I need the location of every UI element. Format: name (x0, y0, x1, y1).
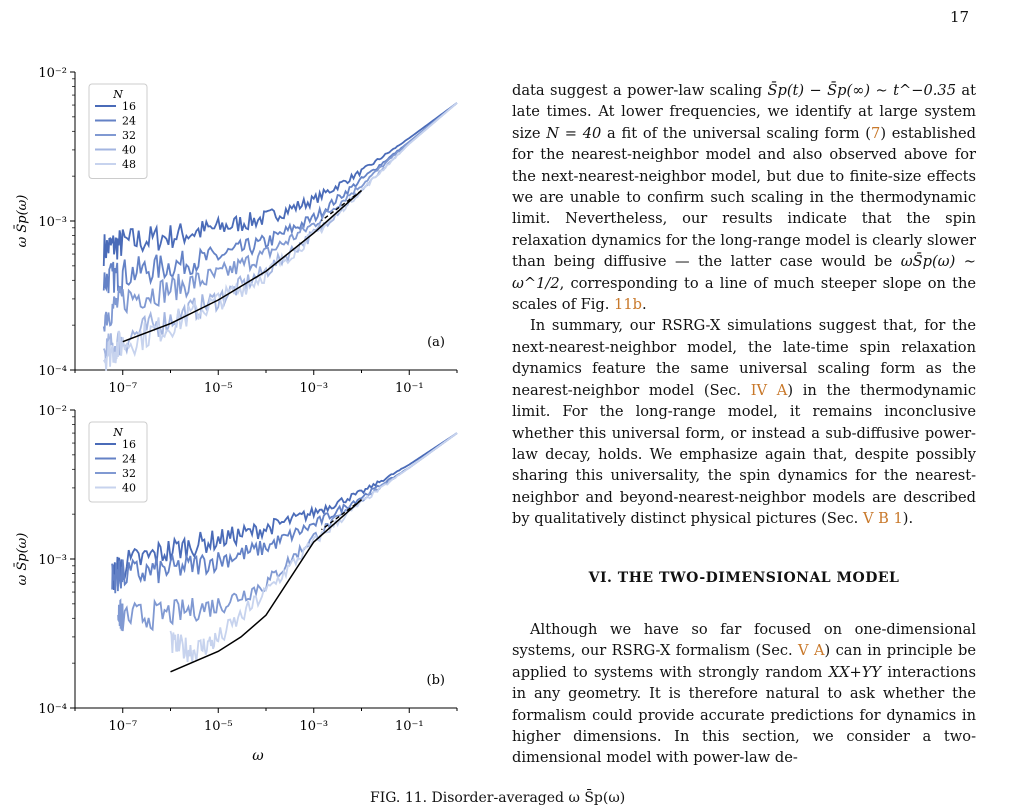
legend-entry: 32 (122, 129, 136, 142)
legend-entry: 16 (122, 438, 136, 451)
legend-title: N (112, 426, 123, 439)
legend-entry: 24 (122, 453, 136, 466)
x-tick-label: 10⁻⁵ (204, 381, 233, 396)
y-tick-label: 10⁻³ (38, 553, 67, 568)
legend-entry: 32 (122, 467, 136, 480)
scaling-formula: S̄p(t) − S̄p(∞) ∼ t^−0.35 (767, 82, 956, 99)
text-column: data suggest a power-law scaling S̄p(t) … (512, 80, 976, 769)
legend-box (88, 83, 148, 179)
y-tick-label: 10⁻³ (38, 215, 67, 230)
y-tick-label: 10⁻² (38, 66, 67, 81)
fit-line (122, 190, 362, 343)
paragraph-3: Although we have so far focused on one-d… (512, 620, 977, 767)
fit-dashed-segment (321, 499, 362, 531)
y-axis-label: ω S̄p(ω) (14, 195, 30, 248)
page-number: 17 (950, 8, 970, 26)
series-line-N16 (111, 432, 458, 590)
panel-label: (b) (427, 673, 445, 688)
series-line-N40 (169, 432, 458, 663)
panel-label: (a) (427, 335, 445, 350)
section-link-vb1[interactable]: V B 1 (862, 510, 903, 528)
legend-title: N (112, 88, 123, 101)
x-tick-label: 10⁻⁷ (108, 381, 137, 396)
y-axis-label: ω S̄p(ω) (14, 533, 30, 586)
y-tick-label: 10⁻⁴ (38, 364, 67, 379)
x-tick-label: 10⁻³ (299, 719, 328, 734)
legend-entry: 40 (122, 482, 136, 495)
legend-entry: 48 (122, 158, 136, 171)
legend-entry: 16 (122, 100, 136, 113)
legend-entry: 24 (122, 115, 136, 128)
panel-b: 10⁻⁷ 10⁻⁵ 10⁻³ 10⁻¹ 10⁻² 10⁻³ 10⁻⁴ ω S̄p(ω) ω (b)… (14, 404, 458, 764)
section-link-va[interactable]: V A (798, 642, 825, 660)
x-tick-label: 10⁻¹ (395, 719, 424, 734)
diffusive-formula: ωS̄p(ω) ∼ ω^1/2 (512, 253, 976, 292)
y-tick-label: 10⁻⁴ (38, 702, 67, 717)
fit-line (170, 499, 362, 673)
legend-box (88, 421, 148, 503)
fit-dashed-segment (321, 190, 362, 222)
series-line-N16 (102, 102, 458, 267)
x-tick-label: 10⁻¹ (395, 381, 424, 396)
x-tick-label: 10⁻⁷ (108, 719, 137, 734)
legend-entry: 40 (122, 144, 136, 157)
paragraph-2: In summary, our RSRG-X simulations sugge… (512, 317, 976, 528)
y-tick-label: 10⁻² (38, 404, 67, 419)
section-heading: VI. THE TWO-DIMENSIONAL MODEL (588, 569, 900, 586)
paragraph-1: data suggest a power-law scaling S̄p(t) … (512, 82, 976, 314)
figure-11: 10⁻⁷ 10⁻⁵ 10⁻³ 10⁻¹ 10⁻² 10⁻³ 10⁻⁴ ω S̄p(ω) (a) N… (14, 66, 458, 764)
figure-link-11b[interactable]: 11b (614, 296, 642, 314)
series-line-N32 (117, 432, 458, 632)
figure-caption: FIG. 11. Disorder-averaged ω S̄p(ω) (370, 790, 626, 806)
section-link-iva[interactable]: IV A (750, 381, 788, 399)
series-line-N48 (102, 102, 458, 371)
x-axis-label: ω (252, 748, 264, 764)
equation-link-7[interactable]: 7 (871, 124, 881, 142)
x-tick-label: 10⁻⁵ (204, 719, 233, 734)
series-line-N32 (102, 102, 458, 332)
series-line-N24 (102, 102, 458, 294)
panel-a: 10⁻⁷ 10⁻⁵ 10⁻³ 10⁻¹ 10⁻² 10⁻³ 10⁻⁴ ω S̄p(ω) (a) N… (14, 66, 458, 396)
x-tick-label: 10⁻³ (299, 381, 328, 396)
